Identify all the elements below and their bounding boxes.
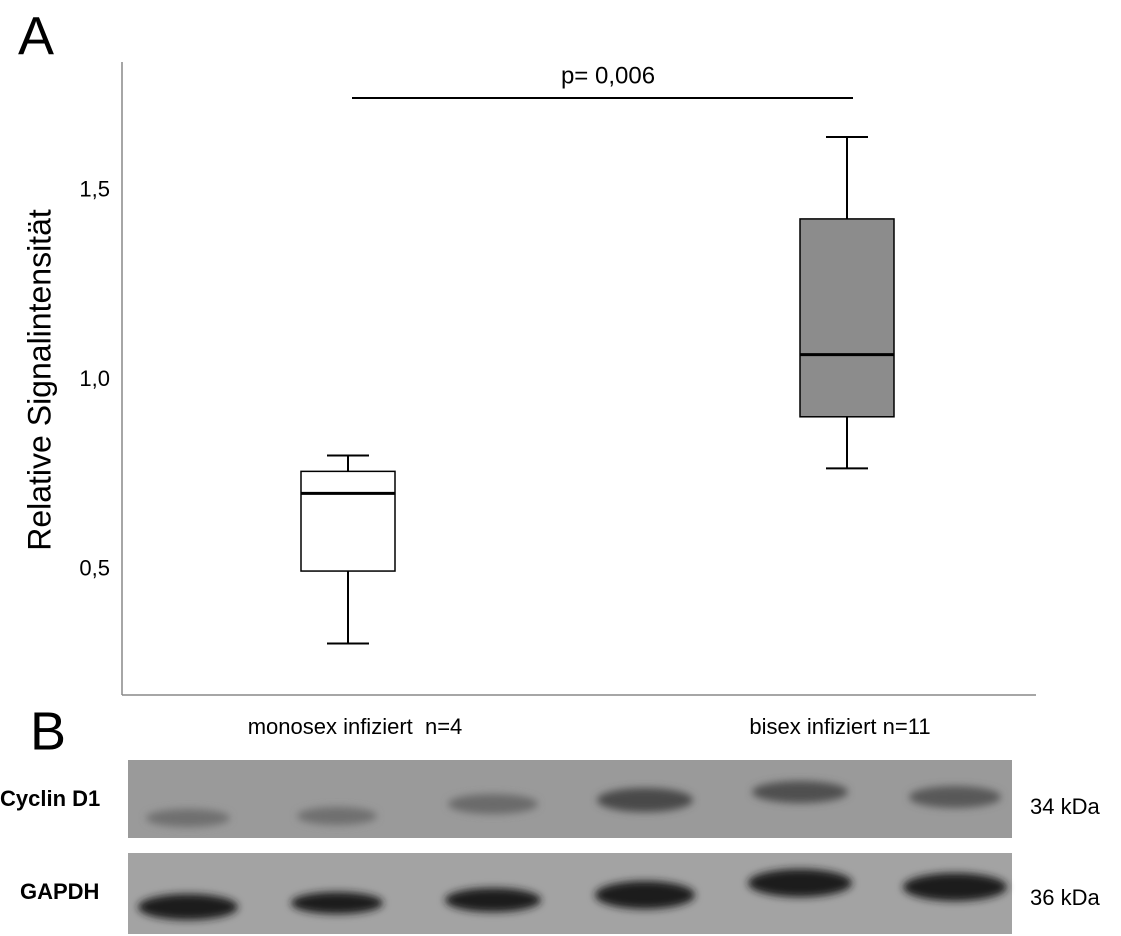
band	[445, 888, 541, 912]
y-tick-label: 1,5	[79, 177, 110, 202]
blot-size-label: 36 kDa	[1030, 885, 1100, 910]
band	[297, 807, 377, 825]
band	[597, 788, 693, 812]
band	[291, 892, 383, 914]
figure: A B Relative Signalintensität p= 0,006 C…	[0, 0, 1121, 936]
y-tick-label: 1,0	[79, 366, 110, 391]
band	[595, 881, 695, 909]
box	[800, 219, 894, 417]
band	[138, 894, 238, 920]
band	[448, 794, 538, 814]
y-axis-label: Relative Signalintensität	[21, 209, 57, 551]
blot-size-label: 34 kDa	[1030, 794, 1100, 819]
blot-membrane	[128, 760, 1012, 838]
y-tick-label: 0,5	[79, 556, 110, 581]
blot-row-label: Cyclin D1	[0, 786, 100, 811]
annotation: p= 0,006	[561, 62, 655, 89]
band	[748, 869, 852, 897]
band	[903, 873, 1007, 901]
blot-row-label: GAPDH	[20, 879, 99, 904]
blot: Cyclin D1 GAPDH 34 kDa 36 kDa	[0, 760, 1100, 934]
category-label: bisex infiziert n=11	[749, 714, 930, 739]
category-label: monosex infiziert n=4	[248, 714, 463, 739]
band	[909, 786, 1001, 808]
blot-membrane	[128, 853, 1012, 934]
panel-label: A	[18, 6, 54, 66]
box	[301, 471, 395, 571]
band	[146, 809, 230, 827]
band	[752, 781, 848, 803]
panel-label: B	[30, 701, 66, 761]
